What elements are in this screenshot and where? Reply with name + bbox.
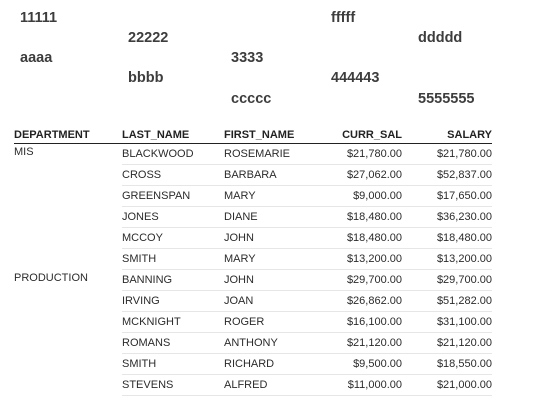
last-name-cell: MCCOY	[122, 227, 224, 249]
salary-cell: $17,650.00	[402, 185, 492, 207]
first-name-cell: ANTHONY	[224, 332, 312, 354]
report-table: DEPARTMENT LAST_NAME FIRST_NAME CURR_SAL…	[14, 128, 492, 396]
header-row: DEPARTMENT LAST_NAME FIRST_NAME CURR_SAL…	[14, 128, 492, 144]
first-name-cell: BARBARA	[224, 164, 312, 186]
curr-sal-cell: $9,000.00	[312, 185, 402, 207]
last-name-cell: ROMANS	[122, 332, 224, 354]
curr-sal-cell: $18,480.00	[312, 206, 402, 228]
table-row: GREENSPAN MARY $9,000.00 $17,650.00	[14, 185, 492, 207]
first-name-cell: JOHN	[224, 227, 312, 249]
first-name-cell: ALFRED	[224, 374, 312, 396]
last-name-cell: MCKNIGHT	[122, 311, 224, 333]
department-cell: PRODUCTION	[14, 271, 88, 284]
last-name-cell: BANNING	[122, 269, 224, 291]
header-text-10: 5555555	[418, 91, 475, 107]
table-row: SMITH RICHARD $9,500.00 $18,550.00	[14, 353, 492, 375]
last-name-cell: BLACKWOOD	[122, 143, 224, 165]
first-name-cell: RICHARD	[224, 353, 312, 375]
table-row: IRVING JOAN $26,862.00 $51,282.00	[14, 290, 492, 312]
salary-cell: $21,000.00	[402, 374, 492, 396]
header-text-5: aaaa	[20, 50, 53, 66]
table-row: CROSS BARBARA $27,062.00 $52,837.00	[14, 164, 492, 186]
header-text-8: 444443	[331, 70, 380, 86]
table-row: SMITH MARY $13,200.00 $13,200.00	[14, 248, 492, 270]
header-text-2: fffff	[331, 10, 356, 26]
curr-sal-cell: $27,062.00	[312, 164, 402, 186]
table-row: MCKNIGHT ROGER $16,100.00 $31,100.00	[14, 311, 492, 333]
header-text-7: bbbb	[128, 70, 164, 86]
last-name-cell: SMITH	[122, 353, 224, 375]
header-text-1: 11111	[20, 10, 58, 26]
salary-cell: $21,120.00	[402, 332, 492, 354]
curr-sal-cell: $13,200.00	[312, 248, 402, 270]
column-header-department: DEPARTMENT	[14, 128, 122, 144]
curr-sal-cell: $9,500.00	[312, 353, 402, 375]
column-header-last-name: LAST_NAME	[122, 128, 224, 144]
first-name-cell: DIANE	[224, 206, 312, 228]
table-row: MCCOY JOHN $18,480.00 $18,480.00	[14, 227, 492, 249]
salary-cell: $13,200.00	[402, 248, 492, 270]
table-row: JONES DIANE $18,480.00 $36,230.00	[14, 206, 492, 228]
first-name-cell: MARY	[224, 248, 312, 270]
header-text-3: 22222	[128, 30, 169, 46]
table-row: MIS BLACKWOOD ROSEMARIE $21,780.00 $21,7…	[14, 143, 492, 165]
first-name-cell: MARY	[224, 185, 312, 207]
table-row: STEVENS ALFRED $11,000.00 $21,000.00	[14, 374, 492, 396]
table-row: ROMANS ANTHONY $21,120.00 $21,120.00	[14, 332, 492, 354]
curr-sal-cell: $29,700.00	[312, 269, 402, 291]
last-name-cell: IRVING	[122, 290, 224, 312]
curr-sal-cell: $21,120.00	[312, 332, 402, 354]
column-header-curr-sal: CURR_SAL	[312, 128, 402, 144]
salary-cell: $18,480.00	[402, 227, 492, 249]
last-name-cell: SMITH	[122, 248, 224, 270]
last-name-cell: CROSS	[122, 164, 224, 186]
salary-cell: $29,700.00	[402, 269, 492, 291]
first-name-cell: JOHN	[224, 269, 312, 291]
curr-sal-cell: $18,480.00	[312, 227, 402, 249]
column-header-first-name: FIRST_NAME	[224, 128, 312, 144]
department-cell: MIS	[14, 146, 34, 158]
salary-cell: $36,230.00	[402, 206, 492, 228]
last-name-cell: JONES	[122, 206, 224, 228]
last-name-cell: GREENSPAN	[122, 185, 224, 207]
last-name-cell: STEVENS	[122, 374, 224, 396]
salary-cell: $51,282.00	[402, 290, 492, 312]
column-header-salary: SALARY	[402, 128, 492, 144]
curr-sal-cell: $26,862.00	[312, 290, 402, 312]
first-name-cell: ROSEMARIE	[224, 143, 312, 165]
salary-cell: $18,550.00	[402, 353, 492, 375]
first-name-cell: ROGER	[224, 311, 312, 333]
first-name-cell: JOAN	[224, 290, 312, 312]
table-row: PRODUCTION BANNING JOHN $29,700.00 $29,7…	[14, 269, 492, 291]
curr-sal-cell: $21,780.00	[312, 143, 402, 165]
salary-cell: $52,837.00	[402, 164, 492, 186]
salary-cell: $21,780.00	[402, 143, 492, 165]
salary-cell: $31,100.00	[402, 311, 492, 333]
curr-sal-cell: $16,100.00	[312, 311, 402, 333]
curr-sal-cell: $11,000.00	[312, 374, 402, 396]
header-text-6: 3333	[231, 50, 264, 66]
header-text-9: ccccc	[231, 91, 272, 107]
header-text-4: ddddd	[418, 30, 463, 46]
